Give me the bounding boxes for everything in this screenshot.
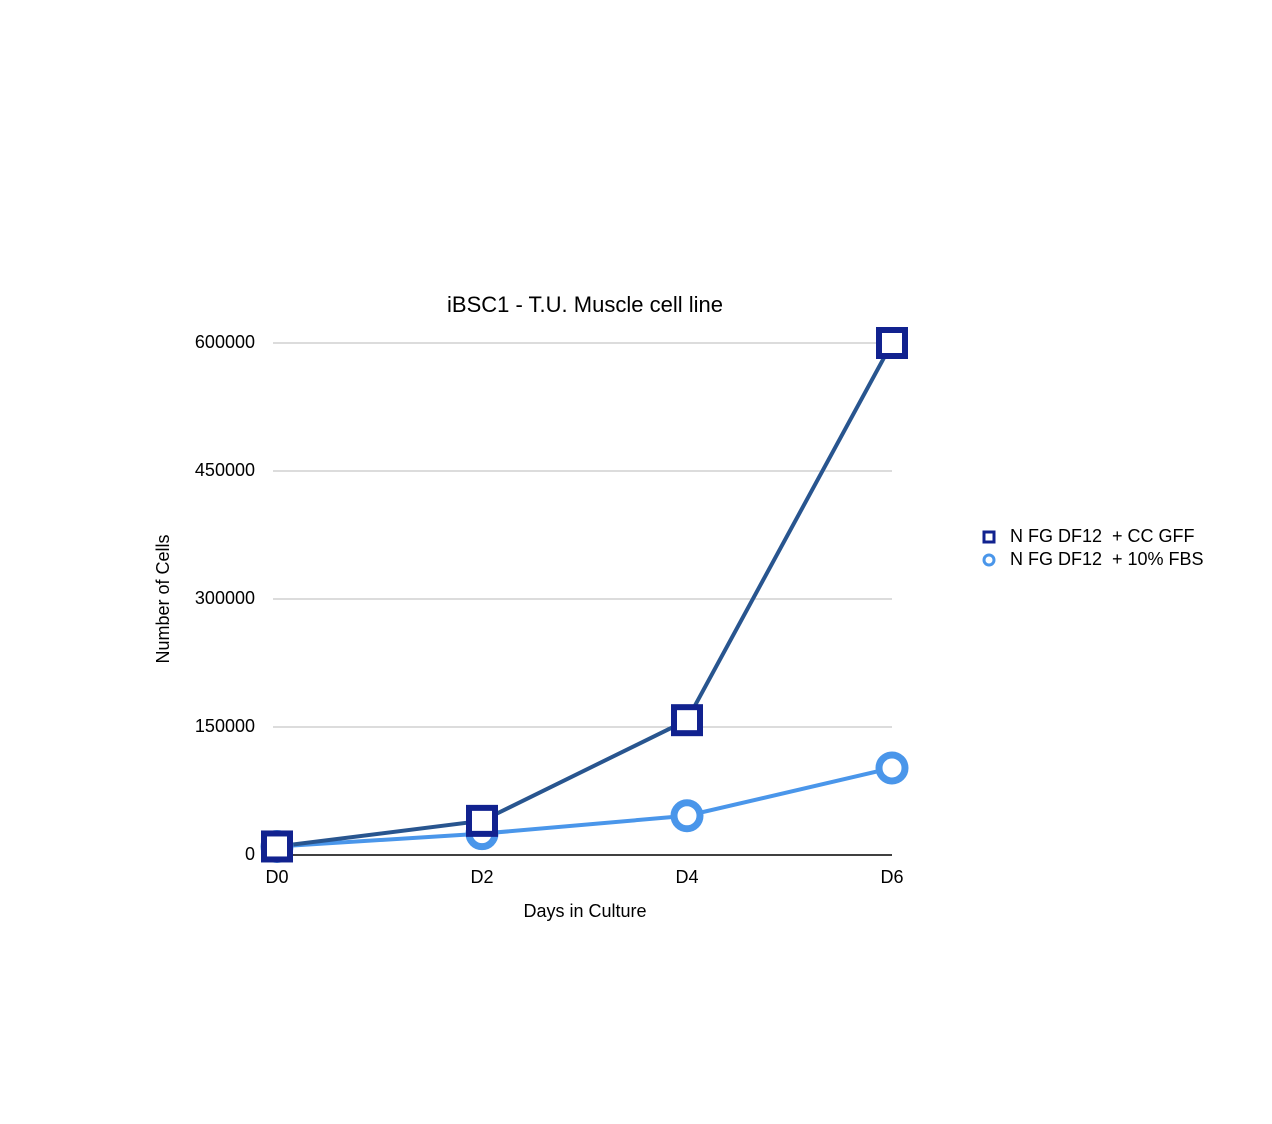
x-tick-label: D0 [265, 867, 288, 887]
x-axis-label: Days in Culture [523, 901, 646, 921]
y-tick-label: 450000 [195, 460, 255, 480]
chart-title: iBSC1 - T.U. Muscle cell line [447, 292, 723, 317]
y-tick-label: 0 [245, 844, 255, 864]
marker [261, 830, 293, 863]
legend-marker [982, 553, 996, 567]
y-tick-label: 150000 [195, 716, 255, 736]
legend-marker [982, 530, 996, 544]
y-tick-label: 300000 [195, 588, 255, 608]
series-line [276, 766, 893, 849]
x-tick-label: D6 [880, 867, 903, 887]
marker [466, 804, 498, 837]
marker [875, 751, 909, 785]
marker [876, 327, 908, 359]
y-axis-label: Number of Cells [153, 534, 173, 663]
x-tick-label: D2 [470, 867, 493, 887]
series-line [276, 342, 894, 849]
legend-label: N FG DF12 + 10% FBS [1010, 549, 1204, 569]
marker [671, 704, 703, 737]
legend-label: N FG DF12 + CC GFF [1010, 526, 1195, 546]
x-tick-label: D4 [675, 867, 698, 887]
y-tick-label: 600000 [195, 332, 255, 352]
marker [670, 799, 704, 833]
